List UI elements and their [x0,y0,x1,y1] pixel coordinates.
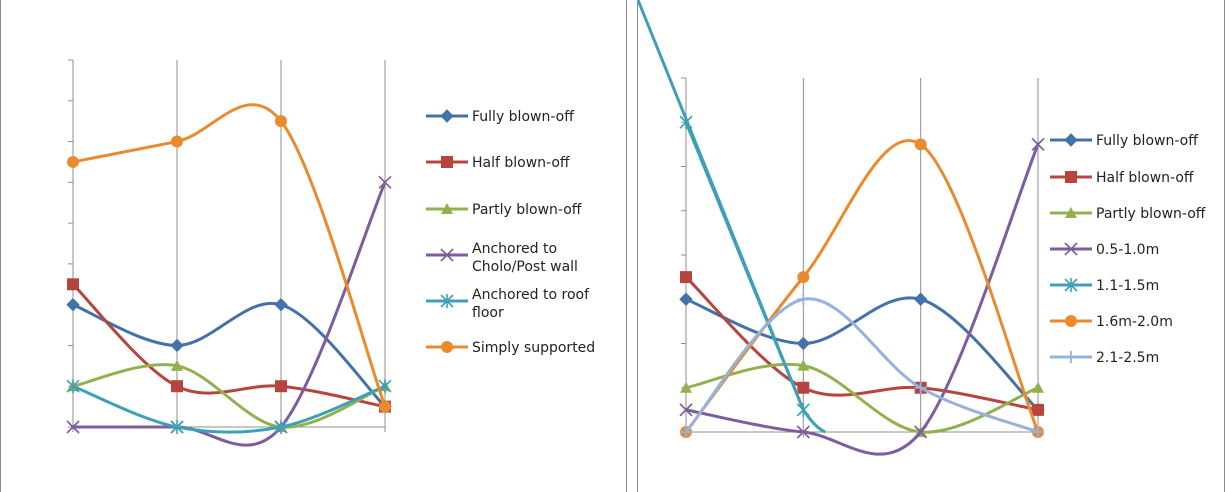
chart-1-series-fully-blown-off [679,292,1045,417]
chart-0-legend-label-simply-supported: Simply supported [472,340,595,356]
chart-1-point-partly-blown-off-dagana [680,381,692,393]
chart-1-point-0-5-1-0m-paro [796,425,810,439]
chart-1-series-1-1-1-5m [636,0,810,417]
chart-1-series-line-1-6m-2-0m [684,139,1040,433]
chart-0-point-half-blown-off-dagana [67,278,79,291]
chart-0-point-anchored-to-roof-floor-dagana [66,379,80,394]
chart-0-legend-label-half-blown-off: Half blown-off [472,155,570,171]
chart-0-legend-marker-partly-blown-off [441,203,453,214]
chart-0-point-simply-supported-punakha [275,115,287,128]
chart-1-point-half-blown-off-sarpang [1032,403,1044,416]
chart-0-legend-label-partly-blown-off: Partly blown-off [472,202,582,218]
chart-1-legend-label-0-5-1-0m: 0.5-1.0m [1096,242,1159,258]
chart-0-series-line-fully-blown-off [72,301,387,408]
chart-1-legend-marker-1-1-1-5m [1064,278,1078,292]
chart-1-legend: Fully blown-off Half blown-off Partly blow… [1050,133,1206,366]
chart-1-point-1-6m-2-0m-punakha [914,138,927,151]
chart-right-svg: Fully blown-off Half blown-off Partly blow… [636,0,1206,456]
chart-1-series-line-2-1-2-5m [684,297,1039,434]
chart-1-legend-label-1-1-1-5m: 1.1-1.5m [1096,278,1159,294]
chart-1-legend-marker-partly-blown-off [1065,207,1077,218]
chart-1-point-1-1-1-5m-dagana [679,115,693,130]
chart-0-series-simply-supported [67,103,391,413]
chart-0-point-fully-blown-off-dagana [66,297,80,312]
chart-0-point-half-blown-off-paro [171,380,183,393]
chart-0-point-simply-supported-sarpang [379,400,391,413]
chart-1-legend-marker-1-6m-2-0m [1065,315,1077,327]
chart-1-legend-label-1-6m-2-0m: 1.6m-2.0m [1096,314,1173,330]
chart-1-series-half-blown-off [680,271,1044,416]
chart-0-legend-label-anchored-to-roof-floor: Anchored to roof floor [472,287,590,321]
chart-1-legend-label-2-1-2-5m: 2.1-2.5m [1096,350,1159,366]
chart-1-legend-marker-half-blown-off [1065,171,1077,183]
chart-0-series-line-partly-blown-off [72,363,386,429]
chart-1-point-2-1-2-5m-punakha [914,381,927,394]
chart-1-series-line-0-5-1-0m [685,143,1040,456]
chart-1-point-0-5-1-0m-punakha [914,425,928,439]
chart-0-point-half-blown-off-punakha [275,380,287,393]
chart-0-legend-label-line: Cholo/Post wall [472,259,578,275]
chart-1-point-fully-blown-off-dagana [679,292,693,306]
chart-1-point-partly-blown-off-sarpang [1032,381,1044,393]
chart-1-point-1-6m-2-0m-paro [797,271,810,284]
chart-0-series-line-anchored-to-roof-floor [72,384,386,434]
chart-1-legend-marker-0-5-1-0m [1064,242,1078,256]
chart-0-legend-label-anchored-to-cholo-post-wall: Anchored to Cholo/Post wall [472,241,578,275]
chart-1-series-line-fully-blown-off [685,296,1040,411]
chart-1-point-2-1-2-5m-paro [797,293,810,306]
chart-1-series-line-1-1-1-5m-tail [802,409,826,434]
chart-0-legend-marker-anchored-to-cholo-post-wall [440,248,454,262]
chart-0-legend-label-fully-blown-off: Fully blown-off [472,109,574,125]
chart-left-svg: Fully blown-off Half blown-off Partly blow… [66,59,595,447]
chart-0-point-anchored-to-cholo-post-wall-sarpang [378,175,392,189]
chart-0-point-simply-supported-paro [171,135,183,148]
chart-panel-left: Fully blown-off Half blown-off Partly blow… [0,0,627,492]
chart-0-series-line-simply-supported [72,103,387,408]
chart-0-point-fully-blown-off-paro [170,338,184,353]
chart-0-point-simply-supported-dagana [67,155,79,168]
chart-1-legend-marker-2-1-2-5m [1065,351,1077,363]
chart-1-legend-label-half-blown-off: Half blown-off [1096,170,1194,186]
chart-1-legend-label-fully-blown-off: Fully blown-off [1096,133,1198,149]
chart-1-point-fully-blown-off-punakha [913,292,928,306]
chart-0-series-line-anchored-to-cholo-post-wall [73,181,387,447]
chart-0-legend-label-line: Anchored to [472,241,557,257]
chart-0-legend-label-line: floor [472,305,504,321]
chart-0-point-anchored-to-roof-floor-paro [170,420,184,434]
chart-0-legend: Fully blown-off Half blown-off Partly blow… [426,109,595,356]
chart-1-point-0-5-1-0m-dagana [679,403,693,417]
chart-1-series-0-5-1-0m [679,137,1045,456]
chart-0-series-anchored-to-roof-floor [66,379,392,434]
chart-1-legend-marker-fully-blown-off [1064,133,1078,147]
chart-panel-right: Fully blown-off Half blown-off Partly blow… [636,0,1225,492]
chart-0-legend-marker-fully-blown-off [440,109,454,123]
chart-0-series-line-half-blown-off [71,283,386,409]
chart-1-point-partly-blown-off-paro [797,359,810,371]
chart-1-series-2-1-2-5m [680,293,1044,438]
chart-0-legend-marker-half-blown-off [441,156,453,168]
chart-1-point-2-1-2-5m-sarpang [1032,426,1044,438]
chart-1-point-fully-blown-off-paro [796,336,811,351]
chart-0-point-anchored-to-cholo-post-wall-dagana [66,420,80,434]
chart-0-point-fully-blown-off-punakha [274,297,288,312]
chart-1-series-line-half-blown-off [684,276,1039,412]
chart-0-legend-label-line: Anchored to roof [472,287,590,303]
chart-0-legend-marker-simply-supported [441,341,453,353]
chart-1-point-2-1-2-5m-dagana [680,426,692,438]
chart-1-point-half-blown-off-paro [797,381,810,394]
chart-0-legend-marker-anchored-to-roof-floor [440,294,454,308]
chart-0-point-anchored-to-roof-floor-punakha [274,420,288,434]
chart-1-point-0-5-1-0m-sarpang [1031,137,1045,151]
chart-1-series-line-1-1-1-5m [636,0,806,413]
chart-1-point-half-blown-off-dagana [680,271,692,284]
chart-1-gridlines [802,78,1039,432]
chart-0-point-partly-blown-off-paro [171,359,183,371]
chart-0-series-fully-blown-off [66,297,392,414]
chart-1-legend-label-partly-blown-off: Partly blown-off [1096,206,1206,222]
